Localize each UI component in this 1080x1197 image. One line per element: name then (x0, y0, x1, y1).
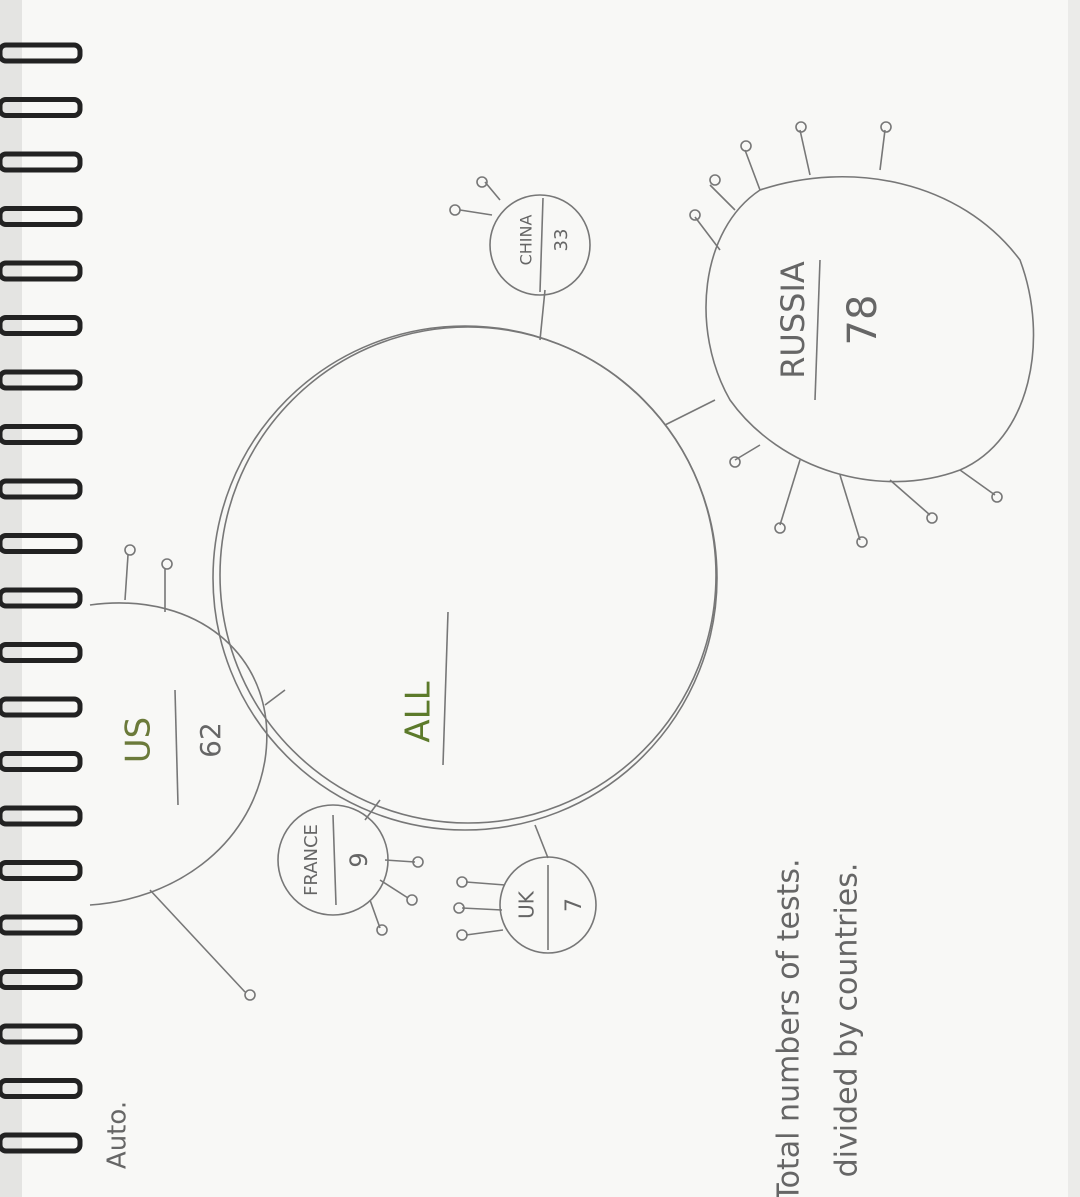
caption-line: divided by countries. (830, 863, 865, 1178)
node-value: 7 (562, 898, 587, 912)
spiral-ring (0, 42, 83, 64)
uk-circle (499, 856, 597, 954)
caption-line: Total numbers of tests. (772, 858, 807, 1197)
spiral-ring (0, 969, 83, 990)
spiral-ring (0, 914, 83, 936)
title: Auto. (103, 1101, 133, 1169)
all-circle (212, 325, 718, 831)
spiral-ring (0, 1132, 83, 1154)
page-edge (0, 0, 22, 1197)
spiral-ring (0, 642, 83, 663)
dividers (174, 197, 821, 950)
node-label: ALL (399, 681, 439, 742)
node-label: US (119, 717, 159, 763)
node-label: RUSSIA (774, 261, 812, 379)
us-circle (89, 602, 268, 906)
spiral-ring (0, 206, 83, 227)
china-circle (489, 194, 591, 296)
node-label: FRANCE (301, 824, 322, 896)
node-value: 78 (840, 295, 886, 346)
spiral-ring (0, 424, 83, 445)
spiral-ring (0, 1023, 83, 1045)
node-label: UK (515, 890, 539, 919)
node-value: 62 (194, 722, 227, 758)
spiral-ring (0, 260, 83, 282)
node-label: CHINA (517, 215, 536, 266)
spiral-ring (0, 751, 83, 772)
spiral-binding (0, 42, 83, 1154)
spiral-ring (0, 315, 83, 336)
spiral-ring (0, 1078, 83, 1099)
node-value: 33 (551, 229, 572, 252)
spiral-ring (0, 97, 83, 118)
spiral-ring (0, 151, 83, 173)
spiral-ring (0, 587, 83, 609)
spiral-ring (0, 696, 83, 718)
all-circle-stroke (219, 326, 717, 824)
spiral-ring (0, 369, 83, 391)
spiral-ring (0, 860, 83, 881)
antennae (124, 121, 1003, 1001)
node-value: 9 (345, 852, 373, 867)
spiral-ring (0, 533, 83, 554)
spiral-ring (0, 478, 83, 500)
page-edge (1068, 0, 1080, 1197)
spiral-ring (0, 805, 83, 827)
